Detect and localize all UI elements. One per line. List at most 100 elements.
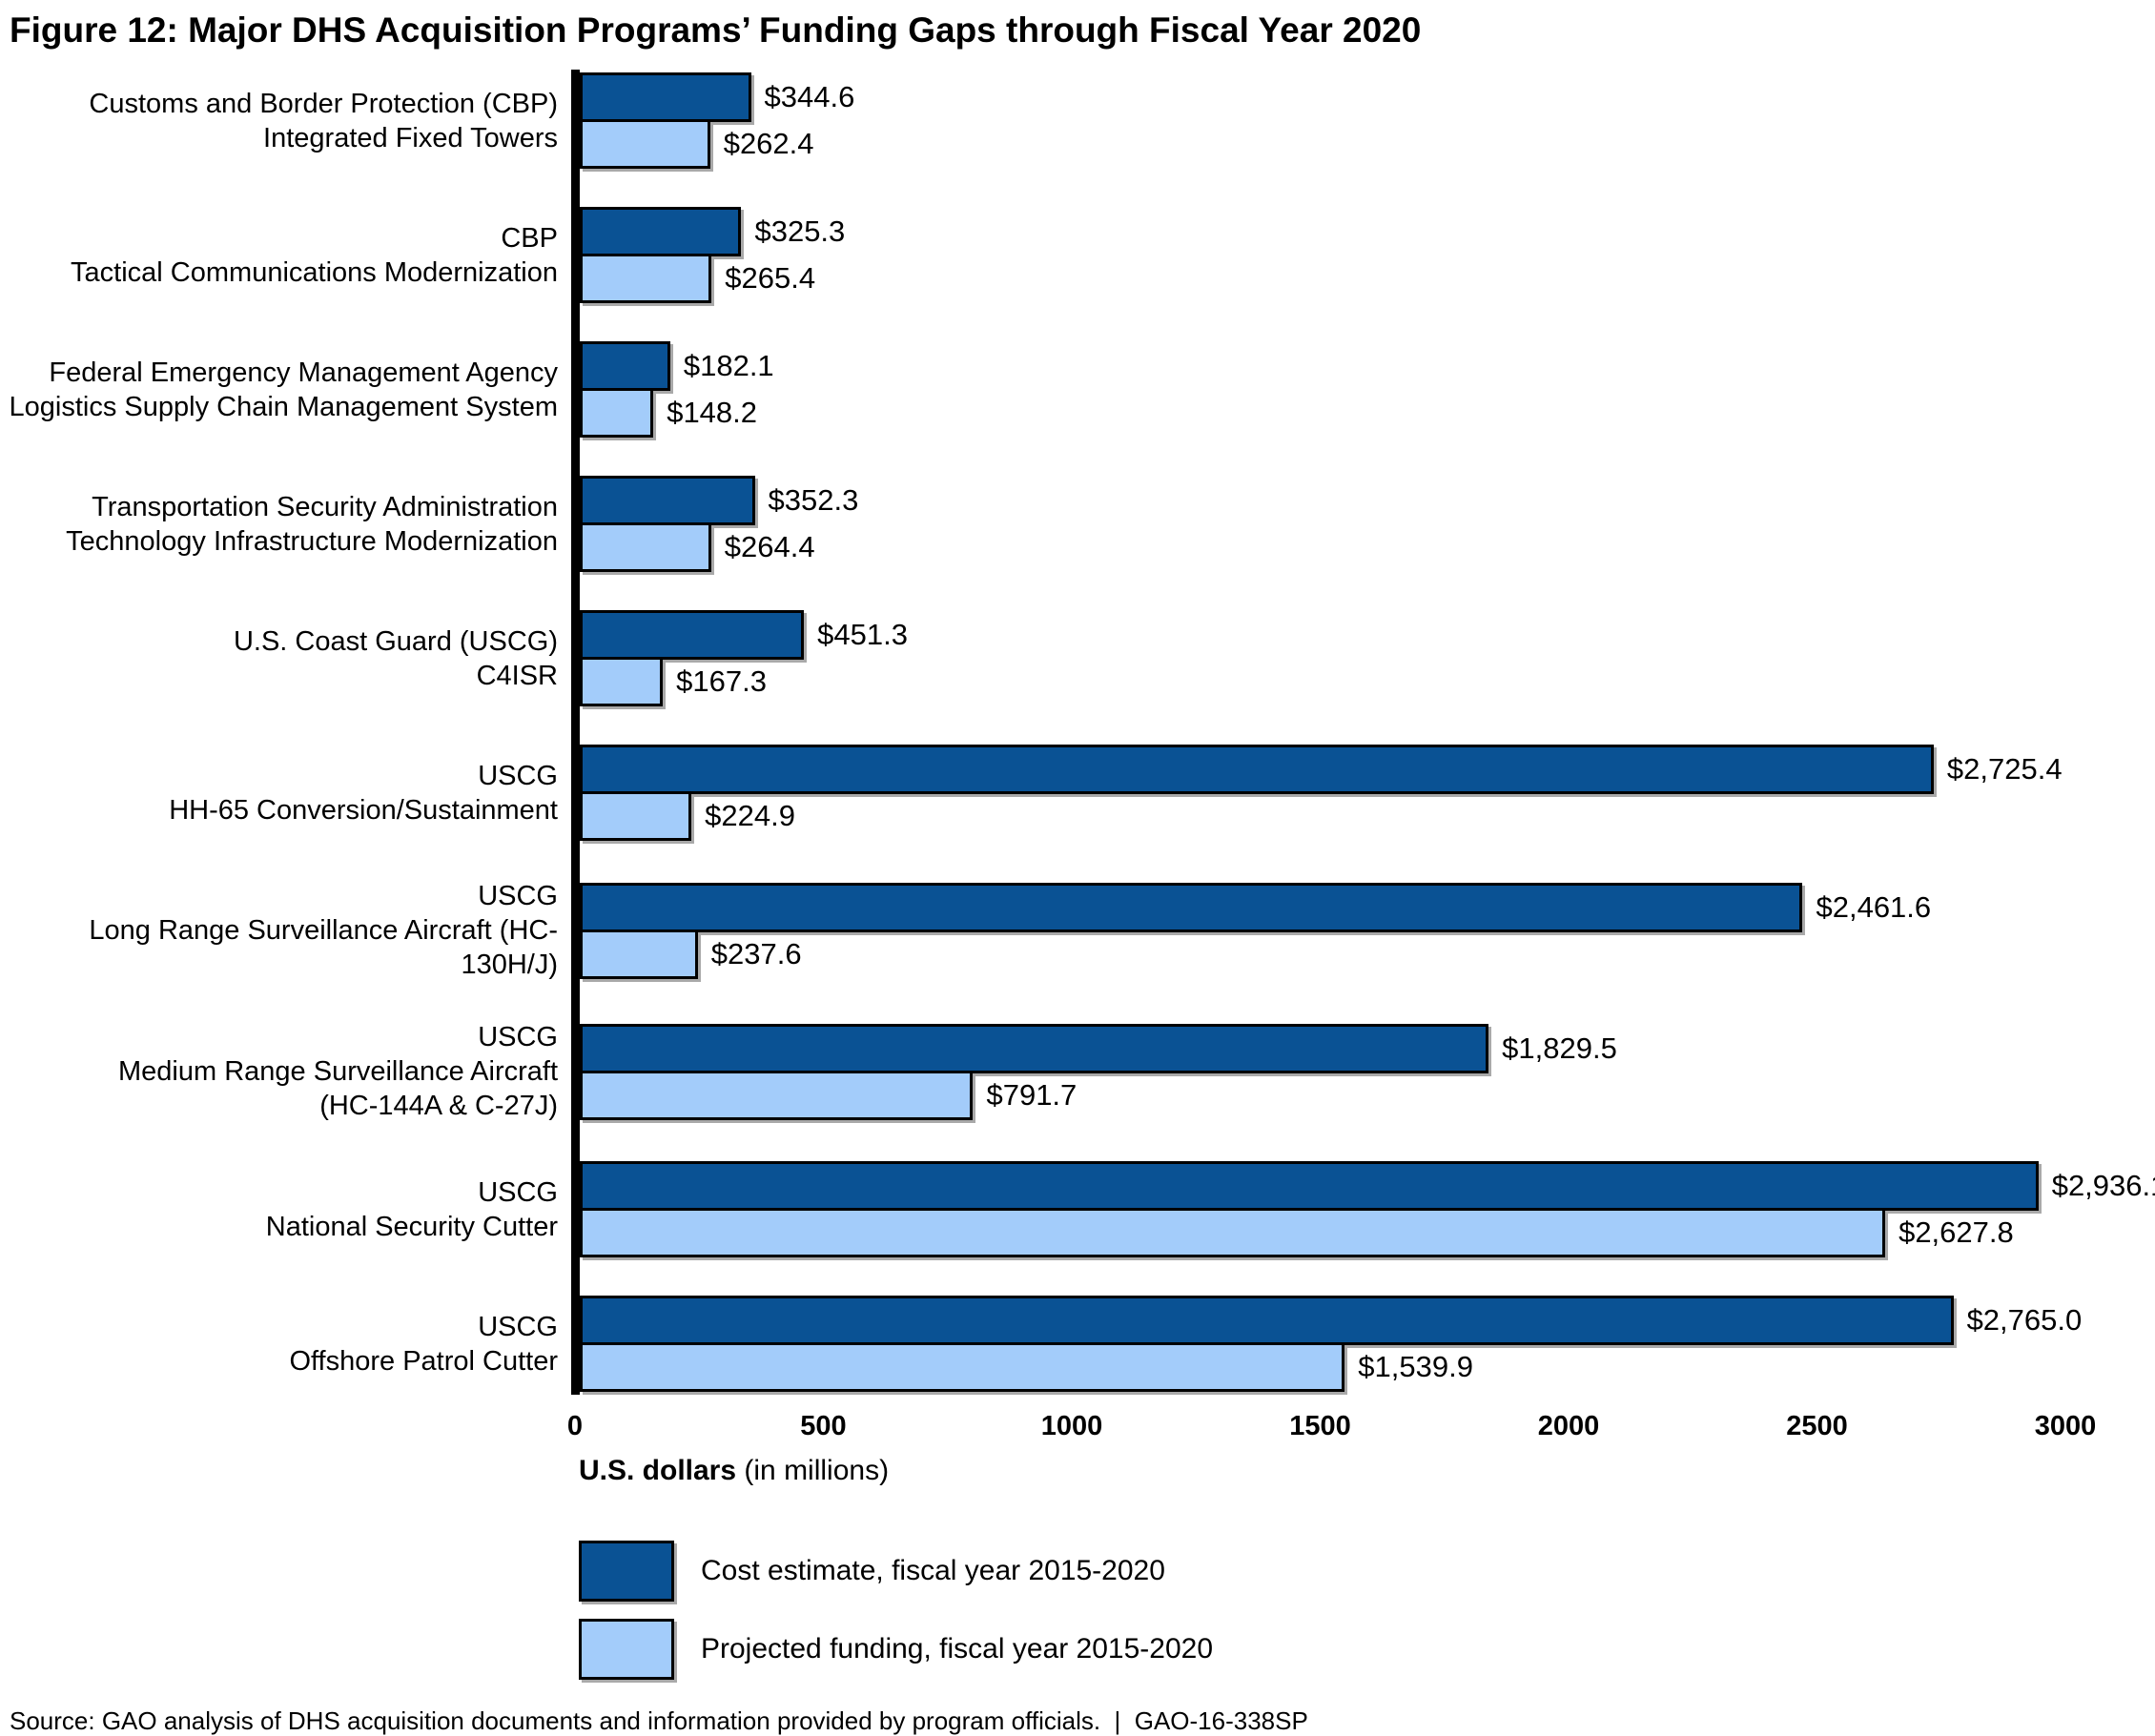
category-label-line: U.S. Coast Guard (USCG) bbox=[233, 625, 558, 657]
cost-estimate-bar: $451.3 bbox=[580, 610, 908, 660]
projected-funding-bar: $224.9 bbox=[580, 791, 795, 841]
cost-estimate-bar: $325.3 bbox=[580, 207, 845, 256]
value-label: $224.9 bbox=[705, 799, 795, 832]
category-label: USCG HH-65 Conversion/Sustainment bbox=[0, 759, 558, 827]
cost-estimate-bar: $1,829.5 bbox=[580, 1023, 1617, 1073]
figure-title: Figure 12: Major DHS Acquisition Program… bbox=[10, 10, 1422, 50]
x-axis-tick: 1000 bbox=[1040, 1411, 1103, 1441]
bar-pair: $182.1 $148.2 bbox=[580, 341, 2070, 438]
chart-row: USCG Medium Range Surveillance Aircraft (H… bbox=[0, 1020, 2155, 1123]
legend-item-projected-funding: Projected funding, fiscal year 2015-2020 bbox=[579, 1619, 2155, 1680]
cost-estimate-bar: $352.3 bbox=[580, 476, 858, 525]
legend: Cost estimate, fiscal year 2015-2020 Pro… bbox=[579, 1541, 2155, 1680]
category-label-line: Tactical Communications Modernization bbox=[71, 256, 558, 288]
category-label-line: C4ISR bbox=[476, 660, 558, 691]
chart-row: Transportation Security Administration Te… bbox=[0, 476, 2155, 572]
value-label: $1,539.9 bbox=[1358, 1350, 1473, 1383]
category-label-line: (HC-144A & C-27J) bbox=[319, 1091, 558, 1121]
value-label: $325.3 bbox=[754, 214, 846, 248]
projected-funding-bar: $264.4 bbox=[580, 522, 815, 572]
chart-row: USCG Long Range Surveillance Aircraft (HC… bbox=[0, 879, 2155, 982]
bar-pair: $2,725.4 $224.9 bbox=[580, 745, 2070, 841]
projected-funding-bar: $1,539.9 bbox=[580, 1342, 1473, 1392]
category-label-line: USCG bbox=[478, 1022, 558, 1052]
cost-estimate-bar: $2,765.0 bbox=[580, 1296, 2082, 1345]
category-label: Transportation Security Administration Te… bbox=[0, 490, 558, 559]
value-label: $352.3 bbox=[768, 483, 859, 517]
bar-pair: $2,936.1 $2,627.8 bbox=[580, 1161, 2155, 1257]
chart-row: Federal Emergency Management Agency Logis… bbox=[0, 341, 2155, 438]
category-label: CBP Tactical Communications Modernization bbox=[0, 221, 558, 290]
category-label-line: USCG bbox=[478, 881, 558, 911]
value-label: $182.1 bbox=[683, 349, 774, 382]
category-label: USCG Offshore Patrol Cutter bbox=[0, 1310, 558, 1379]
projected-funding-bar: $167.3 bbox=[580, 657, 767, 706]
category-label-line: HH-65 Conversion/Sustainment bbox=[169, 794, 558, 826]
value-label: $451.3 bbox=[817, 618, 908, 651]
x-axis-title: U.S. dollars (in millions) bbox=[579, 1455, 2155, 1487]
value-label: $2,461.6 bbox=[1816, 889, 1932, 924]
value-label: $167.3 bbox=[676, 664, 767, 698]
value-label: $1,829.5 bbox=[1502, 1031, 1617, 1065]
legend-item-cost-estimate: Cost estimate, fiscal year 2015-2020 bbox=[579, 1541, 2155, 1602]
category-label-line: Integrated Fixed Towers bbox=[263, 122, 558, 153]
category-label: USCG Long Range Surveillance Aircraft (HC… bbox=[0, 879, 558, 982]
chart-row: U.S. Coast Guard (USCG) C4ISR $451.3 $167.3 bbox=[0, 610, 2155, 706]
x-axis-ticks: 0 500 1000 1500 2000 2500 3000 bbox=[567, 1411, 2096, 1447]
category-label: Customs and Border Protection (CBP) Integ… bbox=[0, 87, 558, 155]
value-label: $791.7 bbox=[986, 1077, 1078, 1112]
bar-pair: $2,461.6 $237.6 bbox=[580, 882, 2070, 979]
projected-funding-swatch bbox=[579, 1619, 674, 1680]
x-axis-tick: 2500 bbox=[1786, 1411, 1848, 1441]
category-label-line: USCG bbox=[478, 760, 558, 791]
x-axis-tick: 2000 bbox=[1537, 1411, 1600, 1441]
x-axis-title-note: (in millions) bbox=[744, 1455, 890, 1486]
category-label-line: Federal Emergency Management Agency bbox=[49, 357, 558, 388]
category-label-line: Transportation Security Administration bbox=[92, 491, 558, 522]
x-axis-tick: 0 bbox=[566, 1411, 584, 1441]
category-label: Federal Emergency Management Agency Logis… bbox=[0, 356, 558, 424]
x-axis-tick: 3000 bbox=[2034, 1411, 2097, 1441]
value-label: $2,725.4 bbox=[1946, 752, 2063, 786]
projected-funding-bar: $791.7 bbox=[580, 1070, 1077, 1120]
value-label: $2,936.1 bbox=[2051, 1169, 2155, 1202]
category-label-line: Technology Infrastructure Modernization bbox=[66, 525, 558, 557]
x-axis-title-bold: U.S. dollars bbox=[579, 1455, 737, 1486]
value-label: $265.4 bbox=[725, 261, 816, 295]
source-note: Source: GAO analysis of DHS acquisition … bbox=[10, 1706, 1308, 1735]
cost-estimate-bar: $2,725.4 bbox=[580, 745, 2063, 794]
projected-funding-bar: $262.4 bbox=[580, 119, 814, 169]
category-label-line: USCG bbox=[478, 1311, 558, 1342]
projected-funding-bar: $237.6 bbox=[580, 929, 802, 979]
chart-row: Customs and Border Protection (CBP) Integ… bbox=[0, 72, 2155, 169]
bar-pair: $2,765.0 $1,539.9 bbox=[580, 1296, 2082, 1392]
chart-rows: Customs and Border Protection (CBP) Integ… bbox=[0, 72, 2155, 1392]
cost-estimate-bar: $2,936.1 bbox=[580, 1161, 2155, 1211]
figure: Figure 12: Major DHS Acquisition Program… bbox=[0, 10, 2155, 1736]
bar-pair: $325.3 $265.4 bbox=[580, 207, 2070, 303]
bar-chart: Customs and Border Protection (CBP) Integ… bbox=[0, 70, 2155, 1395]
category-label: USCG National Security Cutter bbox=[0, 1175, 558, 1244]
bar-pair: $344.6 $262.4 bbox=[580, 72, 2070, 169]
category-label-line: USCG bbox=[478, 1176, 558, 1208]
value-label: $344.6 bbox=[764, 80, 855, 113]
category-label-line: National Security Cutter bbox=[265, 1211, 558, 1242]
value-label: $2,765.0 bbox=[1966, 1303, 2083, 1337]
category-label-line: CBP bbox=[501, 222, 558, 254]
bar-pair: $352.3 $264.4 bbox=[580, 476, 2070, 572]
value-label: $148.2 bbox=[667, 396, 758, 429]
category-label: U.S. Coast Guard (USCG) C4ISR bbox=[0, 624, 558, 693]
category-label-line: Long Range Surveillance Aircraft (HC-130… bbox=[89, 915, 558, 980]
chart-row: USCG Offshore Patrol Cutter $2,765.0 $1,539… bbox=[0, 1296, 2155, 1392]
category-label-line: Medium Range Surveillance Aircraft bbox=[118, 1056, 558, 1087]
x-axis-tick: 1500 bbox=[1289, 1411, 1351, 1441]
projected-funding-bar: $265.4 bbox=[580, 254, 815, 303]
value-label: $262.4 bbox=[723, 127, 814, 160]
cost-estimate-bar: $182.1 bbox=[580, 341, 774, 391]
category-label-line: Logistics Supply Chain Management System bbox=[9, 391, 558, 422]
y-axis-line bbox=[571, 70, 580, 1395]
cost-estimate-swatch bbox=[579, 1541, 674, 1602]
bar-pair: $1,829.5 $791.7 bbox=[580, 1023, 2070, 1120]
cost-estimate-bar: $2,461.6 bbox=[580, 882, 1931, 932]
